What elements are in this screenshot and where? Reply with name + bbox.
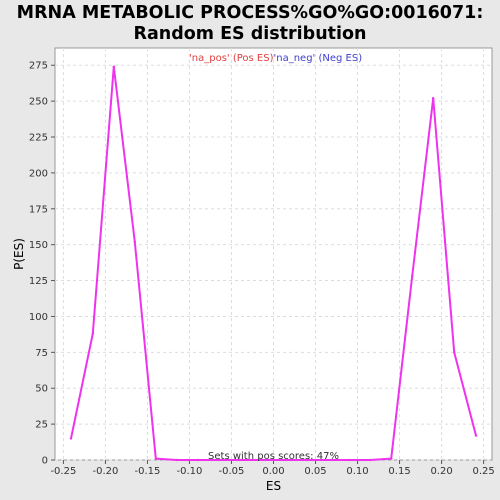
y-tick-label: 250 <box>29 97 48 108</box>
annotation-text: Sets with pos scores: 47% <box>208 451 339 462</box>
x-tick-label: 0.00 <box>262 466 284 477</box>
y-tick-label: 75 <box>35 348 48 359</box>
y-axis-label: P(ES) <box>12 238 26 270</box>
y-tick-label: 150 <box>29 240 48 251</box>
data-point <box>217 458 221 462</box>
data-point <box>91 332 95 335</box>
data-point <box>389 457 393 460</box>
y-tick-label: 225 <box>29 133 48 144</box>
x-tick-label: 0.10 <box>346 466 368 477</box>
y-tick-label: 50 <box>35 384 48 395</box>
series-group <box>69 65 478 462</box>
data-point <box>196 458 200 462</box>
data-point <box>474 434 478 437</box>
data-point <box>431 97 435 100</box>
x-tick-label: -0.05 <box>219 466 245 477</box>
x-tick-label: 0.25 <box>472 466 494 477</box>
y-tick-label: 125 <box>29 276 48 287</box>
x-tick-label: -0.10 <box>177 466 203 477</box>
x-axis-label: ES <box>266 479 281 493</box>
y-tick-label: 25 <box>35 420 48 431</box>
axis-ticks: -0.25 -0.20 -0.15 -0.10 -0.05 0.00 0.05 0.10 0.1… <box>29 61 495 477</box>
data-point <box>133 240 137 243</box>
data-point <box>69 437 73 440</box>
data-point <box>175 458 179 462</box>
x-tick-label: 0.20 <box>430 466 452 477</box>
data-point <box>410 275 414 278</box>
series-line <box>70 65 477 461</box>
x-tick-label: -0.15 <box>135 466 161 477</box>
data-point <box>305 458 309 462</box>
y-tick-label: 275 <box>29 61 48 72</box>
data-point <box>272 458 275 462</box>
legend-pos-label: 'na_pos' (Pos ES) <box>189 53 274 64</box>
x-tick-label: 0.05 <box>304 466 326 477</box>
grid <box>55 48 492 461</box>
y-tick-label: 100 <box>29 312 48 323</box>
data-point <box>238 458 242 462</box>
y-tick-label: 175 <box>29 204 48 215</box>
x-tick-label: 0.15 <box>388 466 410 477</box>
data-point <box>452 351 456 354</box>
chart-title-line1: MRNA METABOLIC PROCESS%GO%GO:0016071: <box>16 3 484 23</box>
data-point <box>154 457 158 460</box>
chart-title-line2: Random ES distribution <box>133 24 367 44</box>
legend-neg-label: 'na_neg' (Neg ES) <box>274 53 363 64</box>
x-tick-label: -0.25 <box>50 466 76 477</box>
data-point <box>368 458 372 462</box>
data-point <box>347 458 351 462</box>
data-point <box>112 65 116 68</box>
y-tick-label: 200 <box>29 168 48 179</box>
x-tick-label: -0.20 <box>92 466 118 477</box>
y-tick-label: 0 <box>42 456 48 467</box>
